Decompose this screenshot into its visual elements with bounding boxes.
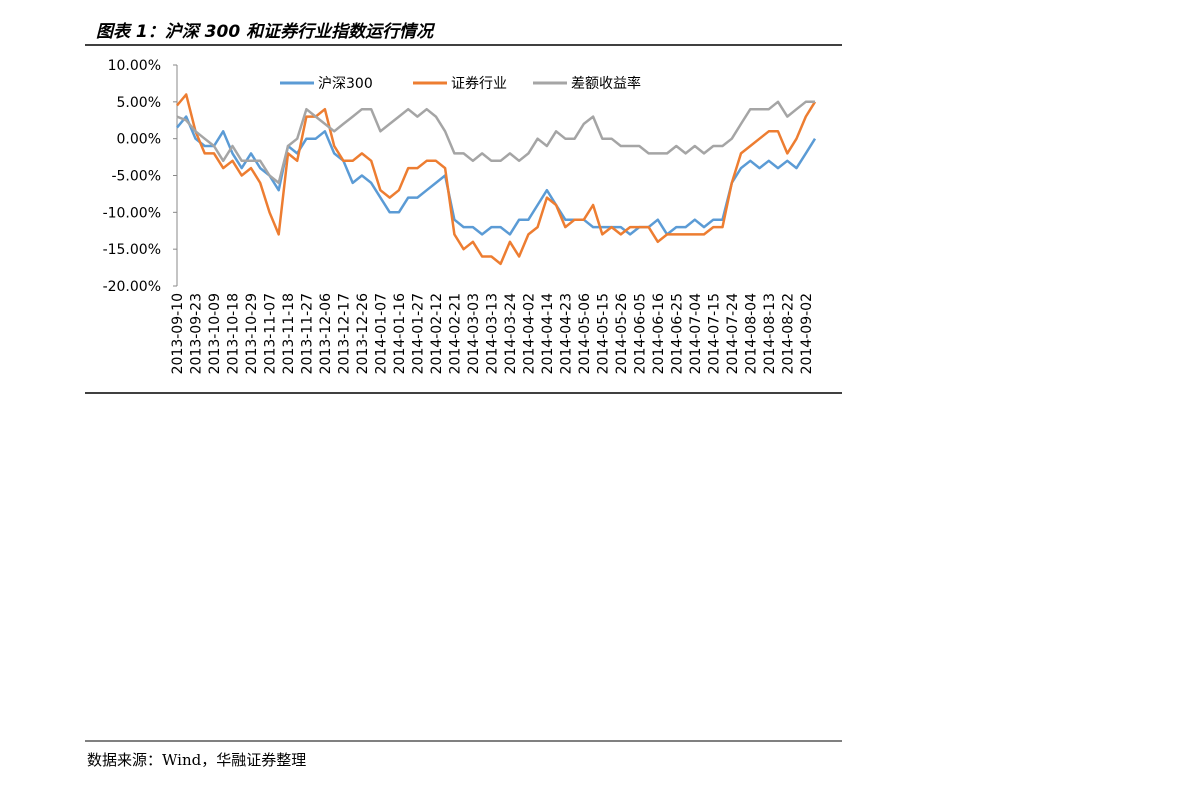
x-tick-label: 2013-11-18 (281, 293, 297, 374)
x-tick-label: 2013-10-29 (244, 293, 260, 374)
x-tick-label: 2014-04-02 (521, 293, 537, 374)
x-tick-label: 2014-02-12 (429, 293, 445, 374)
source-note: 数据来源：Wind，华融证券整理 (87, 751, 306, 769)
legend-label: 沪深300 (318, 76, 373, 92)
x-tick-label: 2014-06-05 (632, 293, 648, 374)
series-line (176, 93, 817, 266)
x-tick-label: 2014-06-16 (651, 293, 667, 374)
x-tick-label: 2013-11-27 (299, 293, 315, 374)
x-tick-label: 2013-12-17 (336, 293, 352, 374)
x-tick-label: 2014-03-03 (466, 293, 482, 374)
chart-title: 图表 1：沪深 300 和证券行业指数运行情况 (96, 22, 436, 42)
x-tick-label: 2014-05-26 (614, 293, 630, 374)
x-tick-label: 2013-10-18 (225, 293, 241, 374)
x-tick-label: 2014-05-06 (577, 293, 593, 374)
legend-label: 差额收益率 (571, 75, 641, 92)
x-tick-label: 2014-08-22 (780, 293, 796, 374)
y-tick-label: -5.00% (111, 169, 161, 185)
series-line (176, 115, 817, 236)
x-tick-label: 2014-04-23 (558, 293, 574, 374)
x-tick-label: 2014-01-07 (373, 293, 389, 374)
x-tick-label: 2014-01-16 (392, 293, 408, 374)
y-tick-label: -15.00% (103, 242, 161, 258)
x-tick-label: 2014-07-15 (706, 293, 722, 374)
x-tick-label: 2014-03-13 (484, 293, 500, 374)
y-tick-label: 10.00% (108, 58, 161, 74)
x-tick-label: 2013-10-09 (207, 293, 223, 374)
y-tick-label: -20.00% (103, 279, 161, 295)
x-tick-label: 2014-05-15 (595, 293, 611, 374)
legend-label: 证券行业 (451, 76, 507, 92)
x-tick-label: 2014-08-04 (743, 293, 759, 374)
y-tick-label: 0.00% (117, 132, 161, 148)
x-tick-label: 2014-08-13 (762, 293, 778, 374)
x-tick-label: 2014-04-14 (540, 293, 556, 374)
x-tick-label: 2014-06-25 (669, 293, 685, 374)
x-tick-label: 2014-09-02 (799, 293, 815, 374)
x-tick-label: 2013-12-06 (318, 293, 334, 374)
x-tick-label: 2014-01-27 (410, 293, 426, 374)
y-tick-label: -10.00% (103, 205, 161, 221)
x-tick-label: 2014-07-04 (688, 293, 704, 374)
y-tick-label: 5.00% (117, 95, 161, 111)
x-tick-label: 2013-09-23 (188, 293, 204, 374)
x-tick-label: 2013-09-10 (170, 293, 186, 374)
x-tick-label: 2014-02-21 (447, 293, 463, 374)
x-tick-label: 2014-07-24 (725, 293, 741, 374)
x-tick-label: 2013-12-26 (355, 293, 371, 374)
series-line (176, 100, 815, 185)
x-tick-label: 2013-11-07 (262, 293, 278, 374)
x-tick-label: 2014-03-24 (503, 293, 519, 374)
